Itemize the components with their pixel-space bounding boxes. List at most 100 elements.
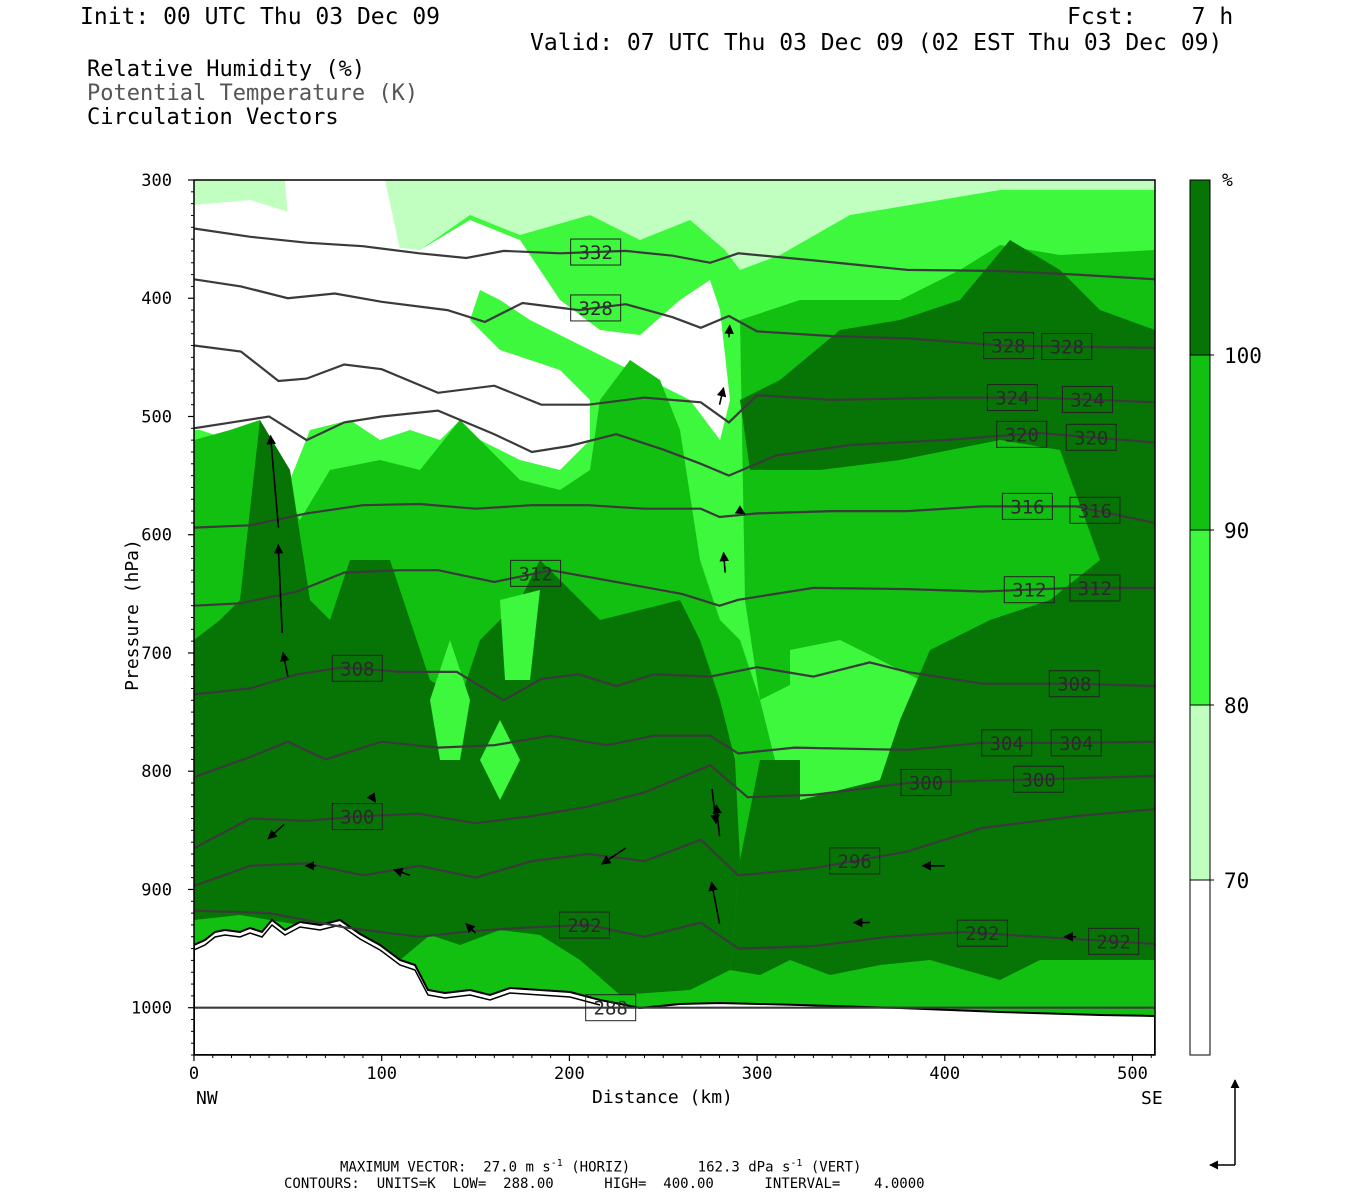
x-tick-label: 100 [366, 1064, 397, 1084]
isentrope-label: 312 [518, 563, 552, 585]
y-tick-label: 300 [141, 171, 172, 191]
max-vector-horiz-tag: (HORIZ) [571, 1159, 631, 1176]
isentrope-label-box [1048, 670, 1100, 698]
terrain-shadow [194, 923, 601, 1006]
circulation-vector [719, 551, 730, 573]
isentrope-332 [194, 227, 1155, 281]
isentrope-label: 320 [1005, 424, 1039, 446]
y-tick-label: 900 [141, 880, 172, 900]
isentrope-label-box [1001, 492, 1053, 520]
colorbar-label: 90 [1224, 519, 1249, 543]
isentrope-label: 320 [1074, 427, 1108, 449]
valid-time: Valid: 07 UTC Thu 03 Dec 09 (02 EST Thu … [530, 30, 1223, 56]
isentrope-label: 312 [1012, 580, 1046, 602]
isentrope-296 [194, 808, 1155, 887]
y-tick-label: 1000 [131, 999, 172, 1019]
init-time: Init: 00 UTC Thu 03 Dec 09 [80, 4, 441, 30]
isentrope-label-box [331, 803, 383, 831]
isentrope-label-box [986, 384, 1038, 412]
isentrope-312 [194, 569, 1155, 607]
isentrope-label: 292 [965, 923, 999, 945]
isentrope-label-box [331, 654, 383, 682]
circulation-vector [267, 823, 285, 840]
x-axis: 0 100 200 300 400 500 [189, 1055, 1152, 1084]
circulation-vector [465, 922, 477, 934]
isentrope-label-box [1088, 927, 1140, 955]
y-tick-label: 600 [141, 526, 172, 546]
isentrope-label: 308 [340, 658, 374, 680]
isentrope-label-box [1003, 576, 1055, 604]
isentrope-label-box [1061, 386, 1113, 414]
isentrope-292 [194, 909, 1155, 950]
isentrope-324 [194, 344, 1155, 424]
isentrope-label: 324 [1070, 390, 1104, 412]
colorbar: 70 80 90 100 [1189, 179, 1262, 1056]
y-tick-label: 700 [141, 644, 172, 664]
isentrope-304 [194, 734, 1155, 779]
isentrope-label-box [983, 332, 1035, 360]
colorbar-label: 70 [1224, 869, 1249, 893]
y-tick-label: 400 [141, 289, 172, 309]
max-vector-vert-tag: (VERT) [810, 1159, 862, 1176]
isentrope-308 [194, 661, 1155, 702]
x-tick-label: 200 [554, 1064, 585, 1084]
colorbar-unit: % [1222, 170, 1233, 191]
isentrope-label: 292 [1097, 931, 1131, 953]
isentrope-label-box [829, 847, 881, 875]
isentrope-label: 316 [1078, 500, 1112, 522]
isentrope-label-box [1050, 729, 1102, 757]
circulation-vector [724, 324, 734, 338]
isentrope-label: 300 [1021, 769, 1055, 791]
isentrope-label-box [585, 994, 637, 1022]
isentrope-label: 288 [594, 998, 628, 1020]
circulation-vector [712, 804, 723, 837]
isentrope-label: 292 [567, 915, 601, 937]
x-axis-title: Distance (km) [592, 1087, 733, 1108]
isentrope-328 [194, 278, 1155, 349]
x-axis-right-label: SE [1141, 1088, 1163, 1109]
circulation-vector [708, 881, 721, 924]
isentrope-label-box [570, 238, 622, 266]
rh-band-70-80 [194, 200, 730, 480]
max-vector-horiz-unit-exponent: -1 [550, 1158, 563, 1169]
y-axis-title: Pressure (hPa) [122, 539, 143, 691]
isentrope-label: 332 [579, 242, 613, 264]
legend-theta: Potential Temperature (K) [87, 81, 419, 106]
isentrope-label-box [1069, 496, 1121, 524]
max-vector-line: MAXIMUM VECTOR: 27.0 m s-1 (HORIZ) 162.3… [340, 1158, 861, 1176]
colorbar-label: 80 [1224, 694, 1249, 718]
isentrope-label-box [1041, 333, 1093, 361]
isentrope-label: 328 [991, 336, 1025, 358]
colorbar-swatch [1189, 704, 1211, 881]
isentrope-label-box [956, 919, 1008, 947]
x-tick-label: 500 [1117, 1064, 1148, 1084]
y-axis: 300 400 500 600 700 800 900 1000 [131, 171, 194, 1056]
legend-vectors: Circulation Vectors [87, 105, 339, 130]
vector-layer [266, 324, 1077, 942]
isentrope-label-box [981, 729, 1033, 757]
isentrope-label-box [1069, 574, 1121, 602]
y-tick-label: 800 [141, 762, 172, 782]
isentrope-label-box [1065, 423, 1117, 451]
x-tick-label: 300 [742, 1064, 773, 1084]
circulation-vector [600, 847, 627, 865]
circulation-vector [266, 434, 280, 528]
circulation-vector [716, 386, 727, 405]
colorbar-swatch [1189, 179, 1211, 356]
isentrope-300 [194, 764, 1155, 850]
isentrope-label: 324 [995, 388, 1029, 410]
isentrope-label: 308 [1057, 674, 1091, 696]
forecast-hour: Fcst: 7 h [1067, 4, 1234, 30]
legend-rh: Relative Humidity (%) [87, 57, 366, 82]
terrain [194, 918, 1155, 1055]
colorbar-swatch [1189, 529, 1211, 706]
isentrope-label-box [570, 294, 622, 322]
isentrope-316 [194, 502, 1155, 529]
circulation-vector [366, 792, 377, 803]
isentrope-label: 316 [1010, 496, 1044, 518]
circulation-vector [392, 867, 411, 878]
isentrope-label-box [900, 768, 952, 796]
circulation-vector [273, 543, 284, 633]
circulation-vector [280, 651, 290, 677]
